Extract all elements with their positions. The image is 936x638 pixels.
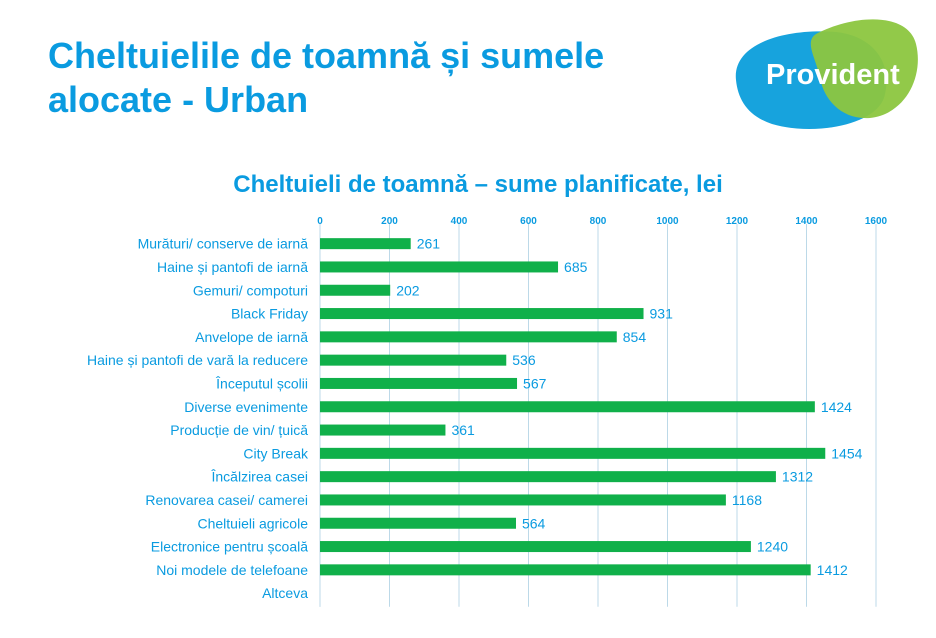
logo-text: Provident — [766, 59, 900, 91]
bar — [320, 354, 507, 366]
category-label: Murături/ conserve de iarnă — [138, 236, 309, 252]
bar — [320, 284, 391, 296]
category-label: Începutul școlii — [215, 375, 308, 391]
category-label: Electronice pentru școală — [151, 539, 308, 555]
data-label: 1312 — [782, 469, 813, 485]
x-tick-label: 800 — [590, 216, 607, 227]
data-label: 536 — [512, 352, 536, 368]
data-label: 854 — [623, 329, 647, 345]
bar — [320, 261, 559, 273]
data-label: 1412 — [817, 562, 848, 578]
category-label: Cheltuieli agricole — [197, 515, 308, 531]
x-tick-label: 0 — [317, 216, 323, 227]
category-label: Gemuri/ compoturi — [193, 282, 308, 298]
chart-title: Cheltuieli de toamnă – sume planificate,… — [233, 171, 723, 198]
provident-logo: Provident — [735, 19, 918, 129]
category-label: Black Friday — [231, 306, 308, 322]
category-label: City Break — [243, 445, 309, 461]
data-label: 931 — [650, 306, 674, 322]
data-label: 1424 — [821, 399, 852, 415]
bar — [320, 517, 516, 529]
category-label: Haine și pantofi de vară la reducere — [87, 352, 308, 368]
category-label: Renovarea casei/ camerei — [145, 492, 308, 508]
bar — [320, 238, 411, 250]
category-label: Diverse evenimente — [184, 399, 308, 415]
x-tick-label: 1000 — [656, 216, 679, 227]
data-label: 564 — [522, 515, 546, 531]
bar-chart: 0 200 400 600 800 1000 1200 1400 1600 Murături/ c… — [87, 216, 888, 607]
data-label: 1240 — [757, 539, 788, 555]
data-label: 685 — [564, 259, 588, 275]
bar — [320, 471, 776, 483]
data-label: 1168 — [732, 492, 762, 508]
bar — [320, 564, 811, 576]
data-label: 361 — [451, 422, 475, 438]
x-tick-label: 600 — [520, 216, 537, 227]
bar — [320, 401, 815, 413]
bar — [320, 541, 751, 553]
x-tick-label: 1200 — [726, 216, 749, 227]
category-label: Noi modele de telefoane — [156, 562, 308, 578]
x-tick-label: 1400 — [795, 216, 818, 227]
data-label: 1454 — [831, 445, 862, 461]
logo-green-shape — [810, 19, 918, 119]
category-label: Anvelope de iarnă — [195, 329, 308, 345]
bar — [320, 424, 446, 436]
bar — [320, 494, 726, 506]
bar — [320, 331, 617, 343]
slide-title: Cheltuielile de toamnă și sumele alocate… — [48, 35, 605, 120]
category-label: Încălzirea casei — [211, 469, 309, 485]
x-tick-label: 400 — [451, 216, 468, 227]
category-label: Haine și pantofi de iarnă — [157, 259, 308, 275]
category-label: Altceva — [262, 585, 308, 601]
bar — [320, 308, 644, 320]
x-tick-label: 1600 — [865, 216, 888, 227]
bar — [320, 377, 518, 389]
bar — [320, 447, 826, 459]
data-label: 261 — [417, 236, 441, 252]
data-label: 567 — [523, 375, 547, 391]
category-label: Producție de vin/ țuică — [170, 422, 308, 438]
data-label: 202 — [396, 282, 420, 298]
x-tick-label: 200 — [381, 216, 398, 227]
